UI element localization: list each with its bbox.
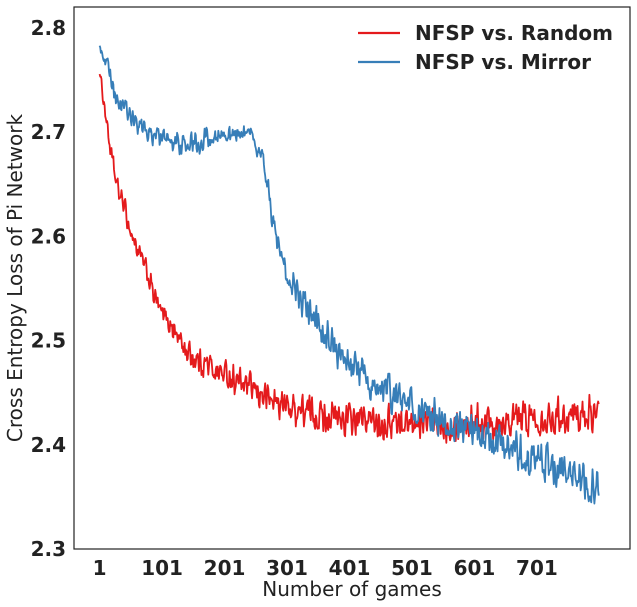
legend: NFSP vs. Random NFSP vs. Mirror xyxy=(358,21,613,74)
legend-label-nfsp-vs-mirror: NFSP vs. Mirror xyxy=(415,50,591,74)
x-tick-label: 1 xyxy=(93,556,107,580)
x-tick-label: 301 xyxy=(266,556,308,580)
series-line-nfsp-vs-random xyxy=(98,73,600,444)
plot-frame xyxy=(73,6,631,550)
y-axis-ticks: 2.3 2.4 2.5 2.6 2.7 2.8 xyxy=(31,16,66,561)
y-axis-title: Cross Entropy Loss of Pi Network xyxy=(3,114,27,443)
y-tick-label: 2.3 xyxy=(31,537,66,561)
y-tick-label: 2.7 xyxy=(31,120,66,144)
y-tick-label: 2.4 xyxy=(31,433,66,457)
plot-series xyxy=(98,45,600,505)
series-line-nfsp-vs-mirror xyxy=(98,45,600,505)
x-tick-label: 101 xyxy=(141,556,183,580)
x-axis-ticks: 1 101 201 301 401 501 601 701 xyxy=(93,556,558,580)
y-tick-label: 2.5 xyxy=(31,329,66,353)
legend-label-nfsp-vs-random: NFSP vs. Random xyxy=(415,21,613,45)
y-tick-label: 2.8 xyxy=(31,16,66,40)
x-tick-label: 601 xyxy=(454,556,496,580)
y-tick-label: 2.6 xyxy=(31,224,66,248)
x-tick-label: 201 xyxy=(204,556,246,580)
x-axis-title: Number of games xyxy=(262,577,442,601)
x-tick-label: 701 xyxy=(516,556,558,580)
x-tick-label: 401 xyxy=(329,556,371,580)
x-tick-label: 501 xyxy=(391,556,433,580)
